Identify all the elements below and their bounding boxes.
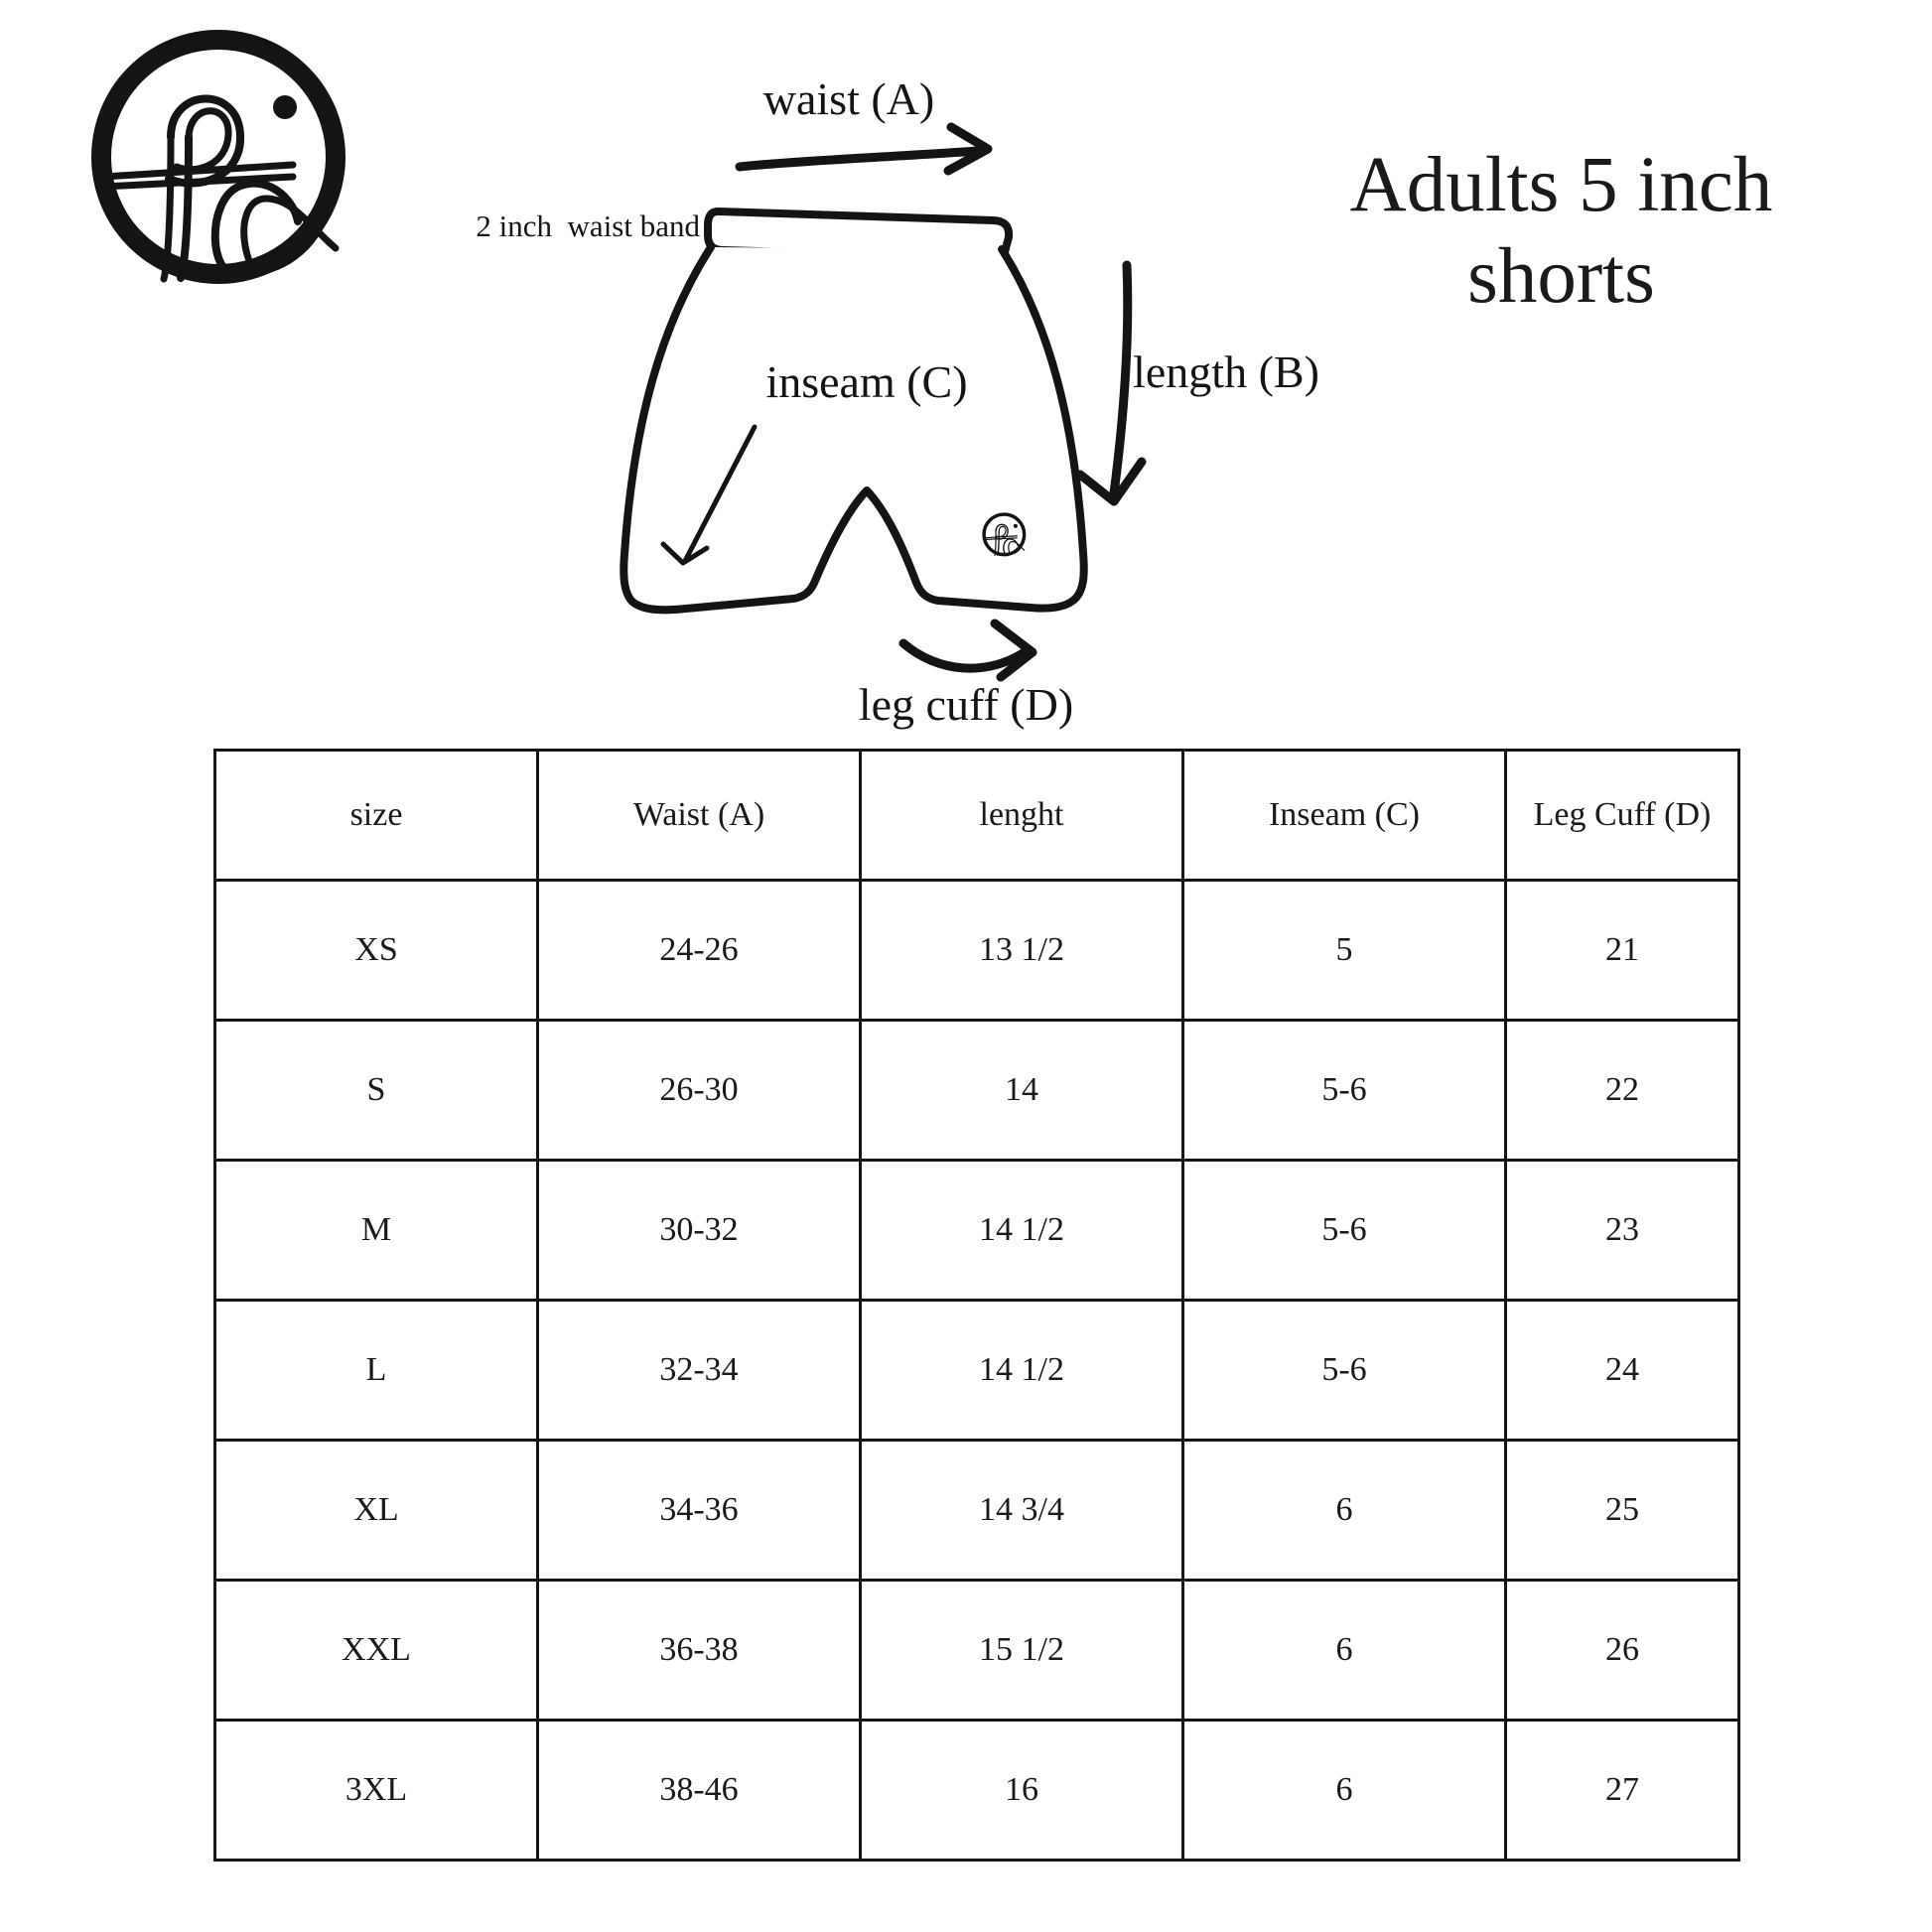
svg-text:2 inch waist band: 2 inch waist band [476, 208, 700, 243]
svg-text:length (B): length (B) [1133, 346, 1319, 397]
svg-text:inseam (C): inseam (C) [765, 356, 967, 407]
svg-text:waist (A): waist (A) [763, 73, 934, 124]
svg-text:leg cuff (D): leg cuff (D) [859, 679, 1073, 730]
